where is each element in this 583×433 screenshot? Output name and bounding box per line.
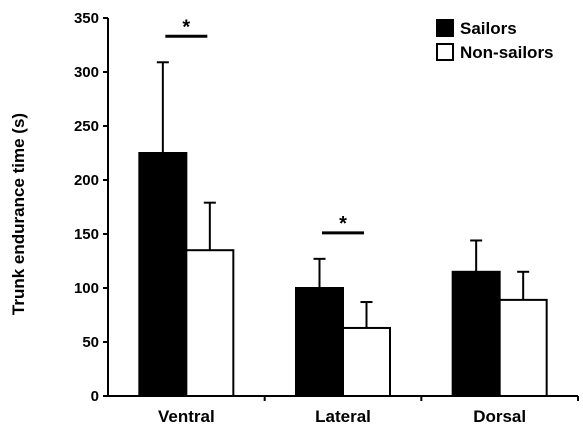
bar [185, 249, 235, 397]
bar [498, 298, 548, 398]
y-tick-label: 150 [74, 226, 99, 243]
category-labels: Ventral Lateral Dorsal [158, 407, 526, 426]
legend-label: Non-sailors [460, 43, 554, 62]
y-axis-ticks: 0 50 100 150 200 250 300 350 [74, 10, 108, 405]
legend-swatch [436, 43, 454, 61]
y-tick-label: 0 [91, 388, 99, 405]
significance-markers: ** [165, 16, 364, 235]
significance-asterisk: * [182, 16, 190, 38]
category-label: Dorsal [473, 407, 526, 426]
y-tick-label: 300 [74, 64, 99, 81]
y-axis-title: Trunk endurance time (s) [9, 113, 28, 315]
y-tick-label: 100 [74, 280, 99, 297]
bars [138, 61, 579, 401]
bar [451, 270, 501, 397]
significance-asterisk: * [339, 213, 347, 235]
y-tick-label: 250 [74, 118, 99, 135]
y-tick-label: 200 [74, 172, 99, 189]
y-tick-label: 50 [82, 334, 99, 351]
bar [295, 287, 344, 397]
legend-label: Sailors [460, 19, 517, 38]
legend-swatch [436, 19, 454, 37]
bar [138, 152, 188, 397]
category-label: Ventral [158, 407, 215, 426]
y-tick-label: 350 [74, 10, 99, 27]
category-label: Lateral [315, 407, 371, 426]
legend: Sailors Non-sailors [436, 19, 554, 62]
bar [342, 326, 391, 397]
